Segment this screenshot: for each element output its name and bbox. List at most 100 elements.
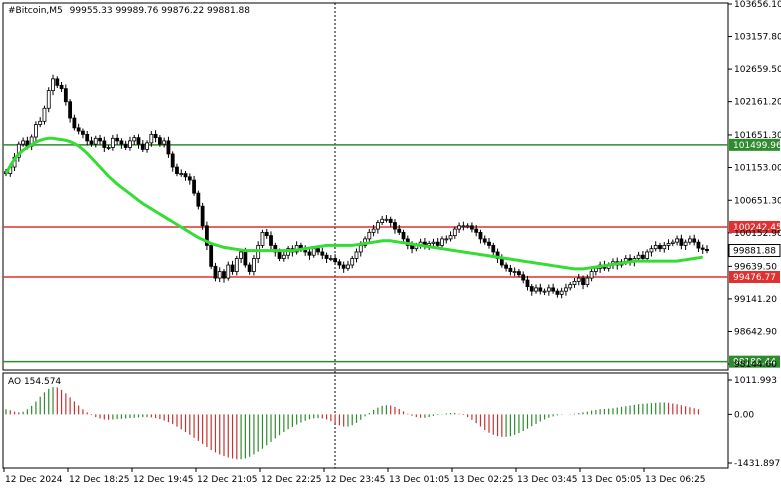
candle-body bbox=[670, 241, 675, 244]
candle-body bbox=[517, 271, 521, 276]
candle-body bbox=[636, 254, 641, 259]
time-axis-label: 13 Dec 06:25 bbox=[645, 475, 706, 485]
candle-body bbox=[145, 142, 149, 150]
time-axis-label: 12 Dec 23:45 bbox=[325, 475, 386, 485]
candle-body bbox=[307, 251, 312, 256]
level-label-box bbox=[729, 270, 780, 283]
symbol-ohlc-header: #Bitcoin,M5 99955.33 99989.76 99876.22 9… bbox=[8, 6, 250, 16]
time-axis-label: 13 Dec 03:45 bbox=[517, 475, 578, 485]
candle-body bbox=[581, 277, 585, 286]
candle-body bbox=[487, 241, 491, 246]
candle-body bbox=[688, 238, 692, 243]
candle-body bbox=[328, 258, 333, 260]
candle-body bbox=[110, 137, 115, 148]
time-axis-label: 12 Dec 19:45 bbox=[133, 475, 194, 485]
time-axis-label: 12 Dec 21:05 bbox=[197, 475, 258, 485]
time-axis-label: 13 Dec 01:05 bbox=[389, 475, 450, 485]
ao-axis-label: 1011.993 bbox=[734, 376, 777, 386]
candle-body bbox=[119, 140, 124, 145]
candle-body bbox=[324, 254, 329, 259]
candle-body bbox=[692, 238, 697, 243]
candle-body bbox=[521, 274, 526, 281]
candle-body bbox=[170, 153, 175, 168]
candle-body bbox=[140, 143, 145, 150]
chart-ohlc: 99955.33 99989.76 99876.22 99881.88 bbox=[70, 6, 251, 16]
candle-body bbox=[666, 243, 671, 246]
candle-body bbox=[93, 137, 98, 145]
candle-body bbox=[166, 140, 171, 155]
candle-body bbox=[358, 245, 363, 253]
candle-body bbox=[388, 218, 393, 223]
candle-body bbox=[243, 251, 248, 266]
candle-body bbox=[662, 245, 667, 250]
level-label: 99476.77 bbox=[733, 273, 776, 283]
candle-body bbox=[401, 231, 406, 240]
candle-body bbox=[435, 241, 440, 246]
price-axis-label: 99639.50 bbox=[734, 262, 777, 272]
candle-body bbox=[175, 166, 179, 174]
candle-body bbox=[230, 264, 235, 272]
candle-body bbox=[55, 78, 60, 86]
candle-body bbox=[576, 277, 581, 282]
candle-body bbox=[640, 254, 645, 259]
candle-body bbox=[106, 147, 111, 149]
current-price-box bbox=[728, 244, 781, 258]
candle-body bbox=[149, 133, 154, 144]
candle-body bbox=[397, 228, 402, 233]
candle-body bbox=[217, 271, 222, 279]
indicator-pane[interactable] bbox=[2, 372, 729, 469]
candle-body bbox=[81, 130, 85, 135]
candle-body bbox=[34, 124, 38, 138]
candle-body bbox=[470, 225, 474, 230]
time-axis-label: 12 Dec 2024 bbox=[5, 475, 63, 485]
candle-body bbox=[568, 284, 573, 289]
candle-body bbox=[222, 271, 226, 279]
candle-body bbox=[89, 140, 94, 145]
candle-body bbox=[311, 248, 316, 256]
price-axis-label: 98144.60 bbox=[734, 360, 777, 370]
price-axis-label: 99141.20 bbox=[734, 295, 777, 305]
candle-body bbox=[705, 248, 709, 252]
candle-body bbox=[157, 137, 162, 145]
candle-body bbox=[559, 290, 564, 295]
candle-body bbox=[658, 245, 662, 250]
candle-body bbox=[465, 225, 470, 228]
candle-body bbox=[653, 245, 658, 250]
candle-body bbox=[269, 235, 273, 246]
candle-body bbox=[153, 133, 158, 139]
candle-body bbox=[593, 267, 598, 272]
level-label: 98180.44 bbox=[733, 358, 776, 368]
level-label: 100242.45 bbox=[733, 223, 781, 233]
candle-body bbox=[367, 231, 372, 240]
candle-body bbox=[645, 251, 650, 259]
candle-body bbox=[239, 251, 243, 259]
candle-body bbox=[350, 258, 355, 266]
ao-histogram bbox=[5, 387, 700, 460]
price-axis-label: 98642.90 bbox=[734, 327, 777, 337]
candle-body bbox=[504, 264, 509, 269]
candle-body bbox=[264, 231, 269, 237]
candle-body bbox=[452, 228, 457, 237]
candle-body bbox=[85, 133, 90, 142]
candle-body bbox=[679, 238, 684, 246]
candle-body bbox=[128, 140, 132, 148]
candle-body bbox=[696, 241, 701, 249]
price-axis-label: 102161.20 bbox=[734, 98, 781, 108]
level-label-box bbox=[729, 138, 780, 151]
candle-body bbox=[234, 258, 239, 272]
candle-body bbox=[337, 261, 342, 266]
price-pane[interactable] bbox=[2, 2, 729, 371]
candle-body bbox=[461, 225, 466, 228]
candle-body bbox=[564, 287, 568, 292]
candle-body bbox=[380, 218, 385, 223]
candle-body bbox=[700, 247, 705, 250]
level-label-box bbox=[729, 355, 780, 368]
candle-body bbox=[384, 218, 389, 221]
candle-body bbox=[589, 271, 594, 279]
candle-body bbox=[204, 225, 209, 246]
candle-body bbox=[448, 235, 453, 240]
candle-body bbox=[431, 241, 436, 244]
candle-body bbox=[675, 238, 679, 243]
